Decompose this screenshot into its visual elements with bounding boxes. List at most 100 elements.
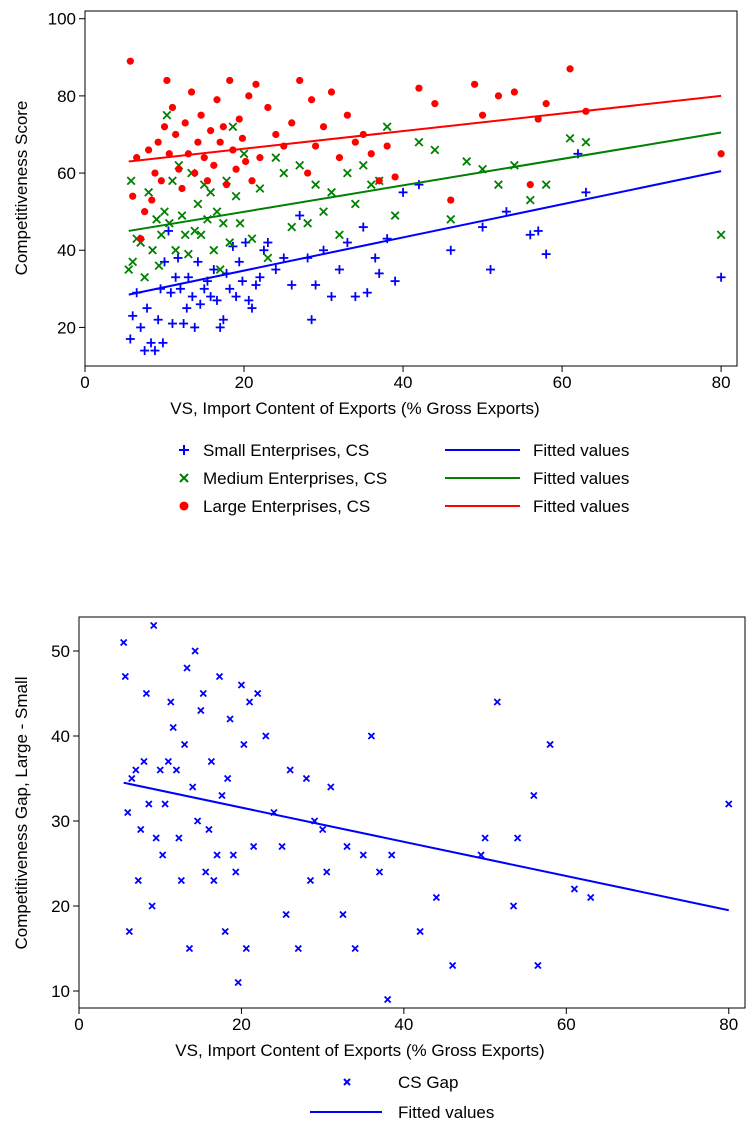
data-point [153, 315, 163, 325]
data-point [151, 169, 159, 177]
data-point [533, 226, 543, 236]
fitted-line [128, 170, 722, 296]
data-point [247, 234, 257, 244]
y-axis-ticks: 10 20 30 40 50 [51, 642, 79, 1001]
data-point [175, 834, 183, 842]
y-tick-label: 100 [48, 10, 76, 29]
y-tick-label: 60 [57, 164, 76, 183]
data-point [570, 885, 579, 893]
x-tick-label: 0 [74, 1015, 83, 1034]
y-tick-label: 40 [57, 241, 76, 260]
data-point [128, 774, 136, 783]
data-point [311, 180, 321, 190]
data-point [342, 238, 352, 248]
x-tick-label: 40 [394, 1015, 413, 1034]
data-point [242, 944, 250, 953]
data-point [223, 774, 232, 783]
data-point [212, 295, 222, 305]
data-point [187, 88, 196, 96]
data-point [581, 137, 591, 147]
data-point [282, 910, 290, 919]
x-tick-label: 20 [232, 1015, 251, 1034]
x-axis-ticks: 0 20 40 60 80 [74, 1008, 738, 1034]
data-point [150, 346, 160, 356]
data-point [203, 177, 212, 185]
data-point [323, 868, 331, 876]
data-point [199, 284, 209, 294]
data-point [311, 142, 320, 150]
data-point [587, 893, 595, 902]
data-point [178, 184, 186, 193]
data-point [213, 851, 221, 859]
data-point [306, 876, 315, 885]
data-point [142, 303, 152, 313]
legend-label-large: Large Enterprises, CS [203, 497, 370, 516]
data-point [156, 230, 166, 240]
data-point [303, 218, 313, 228]
data-point [351, 944, 359, 953]
legend-item-small: Small Enterprises, CS Fitted values [179, 441, 629, 460]
data-point [148, 196, 156, 204]
chart-competitiveness-gap: 0 20 40 60 80 10 20 30 40 50 VS, Import Content … [12, 616, 746, 1122]
fitted-line [128, 131, 722, 232]
data-point [287, 280, 297, 290]
data-point [350, 292, 360, 302]
data-point [327, 88, 336, 96]
data-point [235, 218, 245, 228]
data-point [136, 322, 146, 332]
x-tick-label: 40 [394, 373, 413, 392]
data-point [141, 208, 149, 216]
data-point [218, 218, 228, 228]
data-point [725, 800, 733, 808]
data-point [185, 944, 194, 953]
data-point [137, 825, 145, 834]
data-point [416, 927, 424, 936]
data-point [526, 181, 534, 189]
data-point [342, 168, 352, 178]
legend-label-medium: Medium Enterprises, CS [203, 469, 387, 488]
data-point [239, 149, 249, 159]
data-point [207, 757, 216, 766]
data-point [210, 161, 218, 169]
data-point [391, 173, 399, 181]
data-point [279, 168, 289, 178]
data-point [177, 876, 185, 885]
data-point [124, 808, 132, 817]
data-point [140, 757, 148, 766]
data-point [228, 122, 238, 132]
data-point [530, 791, 538, 800]
data-point [148, 902, 156, 910]
data-point [358, 222, 368, 232]
data-point [350, 199, 360, 209]
data-point [481, 834, 489, 842]
data-point [181, 119, 189, 127]
data-point [311, 280, 321, 290]
data-point [366, 180, 376, 190]
plot-area-frame [78, 616, 746, 1009]
data-point [167, 698, 175, 706]
data-point [244, 295, 254, 305]
data-point [199, 689, 207, 698]
data-point [542, 100, 550, 108]
legend: CS Gap Fitted values [310, 1073, 494, 1122]
data-point [121, 672, 129, 681]
data-point [335, 154, 344, 162]
data-point [541, 180, 551, 190]
x-tick-label: 60 [557, 1015, 576, 1034]
x-tick-label: 0 [80, 373, 89, 392]
data-point [296, 76, 304, 85]
data-point [248, 177, 256, 185]
series-large-enterprises-cs [126, 57, 725, 243]
data-point [237, 276, 247, 286]
data-point [218, 791, 226, 800]
data-point [383, 142, 391, 150]
data-point [390, 276, 400, 286]
data-point [229, 851, 237, 859]
data-point [362, 288, 372, 298]
data-point [140, 346, 150, 356]
data-point [168, 176, 177, 186]
data-point [145, 146, 153, 154]
legend-marker-x [179, 473, 189, 483]
data-point [525, 230, 535, 240]
